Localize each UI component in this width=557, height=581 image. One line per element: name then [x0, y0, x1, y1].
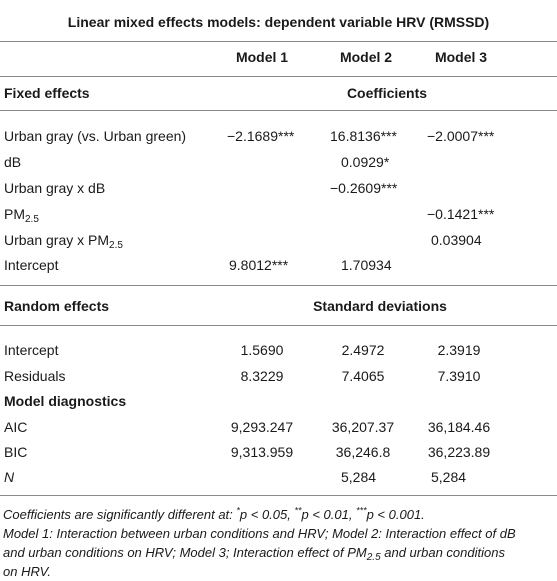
row-label: Urban gray (vs. Urban green)	[4, 128, 187, 144]
section-heading-random: Random effects	[4, 298, 110, 314]
row-label: dB	[4, 154, 22, 170]
row-label: Urban gray x PM2.5	[4, 232, 123, 251]
cell-model-3: 36,223.89	[427, 444, 491, 460]
footnote-models: Model 1: Interaction between urban condi…	[3, 524, 543, 581]
cell-model-1: 9.8012***	[229, 257, 289, 273]
cell-model-3: −0.1421***	[427, 206, 495, 222]
table-title: Linear mixed effects models: dependent v…	[67, 14, 490, 30]
cell-model-2: 2.4972	[341, 342, 385, 358]
row-label: AIC	[4, 419, 28, 435]
section-heading-fixed: Fixed effects	[4, 85, 90, 101]
cell-model-2: 0.0929*	[341, 154, 390, 170]
section-heading-diagnostics: Model diagnostics	[4, 393, 127, 409]
row-label: Urban gray x dB	[4, 180, 106, 196]
cell-model-2: −0.2609***	[330, 180, 398, 196]
cell-model-2: 36,246.8	[335, 444, 391, 460]
cell-model-3: 0.03904	[431, 232, 482, 248]
footnote-models-line-1: Model 1: Interaction between urban condi…	[3, 526, 516, 541]
column-header-model-1: Model 1	[235, 49, 289, 65]
divider-header	[0, 76, 557, 77]
row-label: N	[4, 469, 15, 485]
row-label: PM2.5	[4, 206, 39, 225]
row-label: Residuals	[4, 368, 66, 384]
cell-model-3: 5,284	[431, 469, 467, 485]
row-label: Intercept	[4, 257, 59, 273]
row-label: Intercept	[4, 342, 59, 358]
divider-random	[0, 325, 557, 326]
cell-model-1: 9,293.247	[230, 419, 294, 435]
column-header-model-3: Model 3	[434, 49, 488, 65]
cell-model-1: 8.3229	[240, 368, 284, 384]
divider-fixed	[0, 110, 557, 111]
cell-model-2: 7.4065	[341, 368, 385, 384]
footnote-models-line-3: on HRV.	[3, 564, 51, 579]
cell-model-1: 9,313.959	[230, 444, 294, 460]
cell-model-2: 36,207.37	[331, 419, 395, 435]
divider-fixed-end	[0, 285, 557, 286]
row-label: BIC	[4, 444, 28, 460]
group-label-coefficients: Coefficients	[346, 85, 428, 101]
cell-model-3: 7.3910	[437, 368, 481, 384]
cell-model-3: 2.3919	[437, 342, 481, 358]
cell-model-2: 1.70934	[341, 257, 392, 273]
cell-model-2: 5,284	[341, 469, 377, 485]
footnote-models-line-2: and urban conditions on HRV; Model 3; In…	[3, 545, 505, 563]
cell-model-1: 1.5690	[240, 342, 284, 358]
group-label-standard-deviations: Standard deviations	[313, 298, 447, 314]
cell-model-3: 36,184.46	[427, 419, 491, 435]
column-header-model-2: Model 2	[339, 49, 393, 65]
cell-model-2: 16.8136***	[330, 128, 397, 144]
divider-top	[0, 41, 557, 42]
cell-model-1: −2.1689***	[227, 128, 295, 144]
cell-model-3: −2.0007***	[427, 128, 495, 144]
footnote-significance: Coefficients are significantly different…	[3, 505, 425, 522]
divider-bottom	[0, 495, 557, 496]
